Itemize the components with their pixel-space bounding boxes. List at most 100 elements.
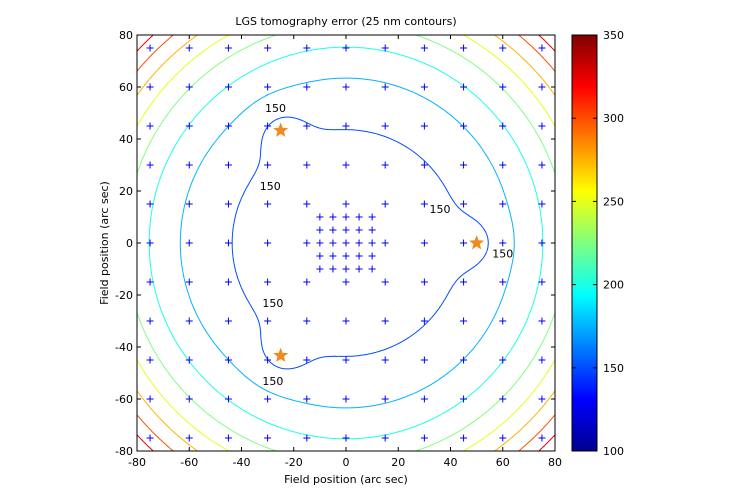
sample-point bbox=[342, 122, 350, 130]
sample-point bbox=[342, 317, 350, 325]
guide-star-icon bbox=[273, 347, 289, 362]
y-tick-label: -20 bbox=[115, 289, 133, 302]
sample-point bbox=[224, 44, 232, 52]
sample-point bbox=[381, 434, 389, 442]
sample-point-markers bbox=[146, 44, 546, 442]
contour-label: 150 bbox=[262, 297, 283, 310]
colorbar-ticks: 350 300 250 200 150 100 bbox=[572, 29, 624, 458]
sample-point bbox=[342, 83, 350, 91]
contour-lines bbox=[137, 35, 555, 451]
sample-point bbox=[316, 213, 324, 221]
sample-point bbox=[342, 434, 350, 442]
sample-point bbox=[420, 83, 428, 91]
sample-point bbox=[420, 161, 428, 169]
sample-point bbox=[538, 239, 546, 247]
sample-point bbox=[499, 83, 507, 91]
sample-point bbox=[185, 161, 193, 169]
y-tick-label: -40 bbox=[115, 341, 133, 354]
sample-point bbox=[185, 239, 193, 247]
sample-point bbox=[146, 83, 154, 91]
sample-point bbox=[538, 434, 546, 442]
colorbar: 350 300 250 200 150 100 bbox=[571, 29, 624, 458]
sample-point bbox=[368, 239, 376, 247]
sample-point bbox=[316, 239, 324, 247]
sample-point bbox=[381, 395, 389, 403]
colorbar-tick-label: 250 bbox=[603, 195, 624, 208]
sample-point bbox=[264, 44, 272, 52]
sample-point bbox=[499, 317, 507, 325]
colorbar-tick-label: 350 bbox=[603, 29, 624, 42]
sample-point bbox=[303, 161, 311, 169]
sample-point bbox=[499, 278, 507, 286]
sample-point bbox=[146, 278, 154, 286]
sample-point bbox=[146, 44, 154, 52]
sample-point bbox=[146, 200, 154, 208]
sample-point bbox=[460, 122, 468, 130]
sample-point bbox=[420, 200, 428, 208]
sample-point bbox=[460, 44, 468, 52]
sample-point bbox=[460, 278, 468, 286]
sample-point bbox=[185, 356, 193, 364]
sample-point bbox=[264, 434, 272, 442]
colorbar-tick-label: 150 bbox=[603, 362, 624, 375]
sample-point bbox=[303, 122, 311, 130]
y-axis-label: Field position (arc sec) bbox=[98, 181, 111, 305]
contour-label: 150 bbox=[262, 375, 283, 388]
contour-line-275 bbox=[137, 35, 555, 451]
sample-point bbox=[381, 278, 389, 286]
sample-point bbox=[460, 161, 468, 169]
sample-point bbox=[185, 278, 193, 286]
sample-point bbox=[342, 44, 350, 52]
sample-point bbox=[342, 278, 350, 286]
sample-point bbox=[224, 317, 232, 325]
sample-point bbox=[342, 252, 350, 260]
guide-star-icon bbox=[273, 122, 289, 137]
sample-point bbox=[420, 356, 428, 364]
sample-point bbox=[538, 122, 546, 130]
sample-point bbox=[329, 226, 337, 234]
contour-label: 150 bbox=[492, 247, 513, 260]
colorbar-tick-label: 100 bbox=[603, 445, 624, 458]
sample-point bbox=[185, 434, 193, 442]
x-tick-label: -20 bbox=[285, 456, 303, 469]
chart-title: LGS tomography error (25 nm contours) bbox=[235, 15, 456, 28]
sample-point bbox=[460, 317, 468, 325]
colorbar-tick-label: 300 bbox=[603, 112, 624, 125]
x-tick-label: 80 bbox=[548, 456, 562, 469]
sample-point bbox=[303, 395, 311, 403]
sample-point bbox=[224, 83, 232, 91]
sample-point bbox=[381, 200, 389, 208]
contour-label: 150 bbox=[430, 203, 451, 216]
sample-point bbox=[460, 356, 468, 364]
sample-point bbox=[146, 161, 154, 169]
contour-line-200 bbox=[148, 46, 544, 440]
x-axis-label: Field position (arc sec) bbox=[284, 473, 408, 486]
y-tick-label: 0 bbox=[126, 237, 133, 250]
y-axis-ticks: 80 60 40 20 0 -20 -40 -60 -80 bbox=[115, 29, 555, 458]
sample-point bbox=[146, 122, 154, 130]
sample-point bbox=[342, 161, 350, 169]
sample-point bbox=[355, 252, 363, 260]
sample-point bbox=[316, 226, 324, 234]
sample-point bbox=[224, 356, 232, 364]
sample-point bbox=[146, 434, 154, 442]
sample-point bbox=[381, 44, 389, 52]
sample-point bbox=[420, 122, 428, 130]
sample-point bbox=[420, 278, 428, 286]
sample-point bbox=[499, 200, 507, 208]
sample-point bbox=[342, 265, 350, 273]
sample-point bbox=[264, 122, 272, 130]
y-tick-label: 60 bbox=[119, 81, 133, 94]
sample-point bbox=[499, 161, 507, 169]
sample-point bbox=[224, 434, 232, 442]
sample-point bbox=[146, 356, 154, 364]
sample-point bbox=[342, 213, 350, 221]
sample-point bbox=[316, 265, 324, 273]
sample-point bbox=[499, 356, 507, 364]
colorbar-tick-label: 200 bbox=[603, 279, 624, 292]
sample-point bbox=[538, 83, 546, 91]
sample-point bbox=[355, 239, 363, 247]
contour-line-250 bbox=[137, 35, 555, 451]
sample-point bbox=[264, 200, 272, 208]
